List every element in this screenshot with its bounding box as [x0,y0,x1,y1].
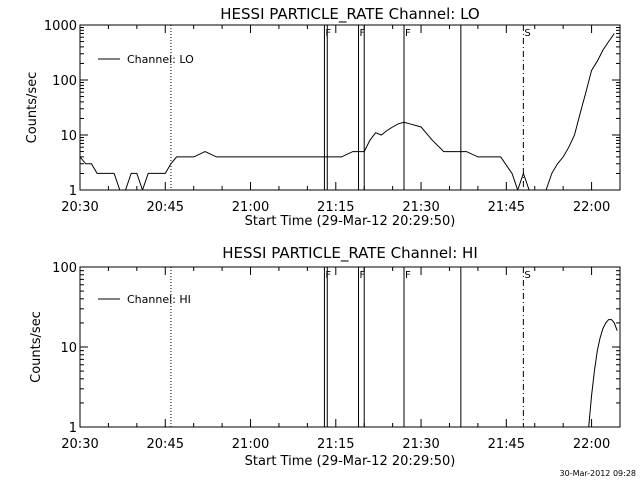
chart1-x-tick-label: 21:15 [317,200,354,215]
chart2-marker-label: F [325,270,331,281]
chart1-panel: HESSI PARTICLE_RATE Channel: LO 20:30 20:4… [25,5,621,229]
chart2-y-tick-label: 10 [60,341,77,356]
chart1-y-tick-label: 1000 [44,19,77,34]
chart2-panel: HESSI PARTICLE_RATE Channel: HI 20:30 20:4… [29,244,621,469]
chart1-y-tick-label: 100 [52,74,77,89]
chart1-title: HESSI PARTICLE_RATE Channel: LO [220,5,479,24]
chart1-x-tick-label: 20:45 [147,200,184,215]
chart2-title: HESSI PARTICLE_RATE Channel: HI [222,244,478,263]
chart1-legend-label: Channel: LO [127,53,194,66]
chart2-x-tick-label: 21:30 [402,437,439,452]
chart2-y-axis-label: Counts/sec [29,311,44,383]
chart1-marker-label: F [325,28,331,39]
chart2-marker-label: S [524,270,530,281]
chart1-y-tick-label: 10 [60,129,77,144]
chart1-series-line [80,33,615,190]
chart2-x-axis-label: Start Time (29-Mar-12 20:29:50) [245,454,456,469]
chart2-x-tick-label: 20:30 [61,437,98,452]
chart2-x-tick-label: 20:45 [147,437,184,452]
chart1-marker-label: F [360,28,366,39]
chart2-x-tick-label: 21:15 [317,437,354,452]
chart2-plot-frame [79,266,621,428]
chart2-y-tick-label: 100 [52,261,77,276]
chart1-x-tick-label: 20:30 [61,200,98,215]
chart1-y-tick-label: 1 [69,184,77,199]
chart2-x-tick-label: 21:00 [232,437,269,452]
chart1-x-axis-label: Start Time (29-Mar-12 20:29:50) [245,214,456,229]
chart2-y-tick-label: 1 [69,421,77,436]
chart2-series-line [588,319,618,427]
chart2-x-tick-label: 22:00 [573,437,610,452]
chart1-x-tick-label: 22:00 [573,200,610,215]
timestamp-label: 30-Mar-2012 09:28 [560,469,637,478]
chart1-marker-label: F [405,28,411,39]
chart1-x-tick-label: 21:00 [232,200,269,215]
chart2-legend-label: Channel: HI [127,293,191,306]
chart1-x-tick-label: 21:45 [488,200,525,215]
chart1-x-tick-label: 21:30 [402,200,439,215]
chart1-marker-label: S [524,28,530,39]
chart1-y-axis-label: Counts/sec [25,72,40,144]
chart2-marker-label: F [360,270,366,281]
chart1-plot-frame [79,24,621,191]
chart2-marker-label: F [405,270,411,281]
chart2-x-tick-label: 21:45 [488,437,525,452]
